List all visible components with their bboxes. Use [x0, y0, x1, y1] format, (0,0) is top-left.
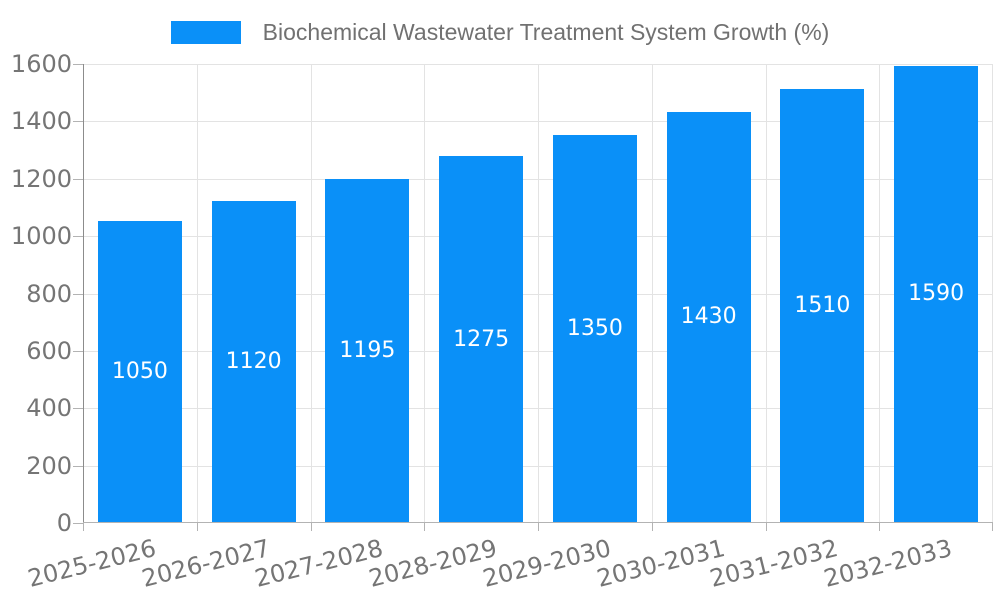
- bar[interactable]: 1590: [894, 65, 979, 522]
- bar[interactable]: 1120: [211, 200, 296, 522]
- x-tick: [879, 523, 881, 531]
- y-tick: [73, 236, 83, 238]
- vgridline: [538, 64, 539, 523]
- x-tick: [310, 523, 312, 531]
- bar-value-label: 1510: [794, 292, 851, 318]
- vgridline: [879, 64, 881, 523]
- y-tick-label: 1000: [10, 222, 72, 251]
- x-tick: [651, 523, 653, 531]
- x-tick: [424, 523, 426, 531]
- x-axis-line: [83, 522, 993, 523]
- y-tick: [73, 350, 83, 352]
- bar-value-label: 1120: [225, 348, 282, 374]
- y-tick-label: 800: [26, 279, 72, 308]
- bar[interactable]: 1275: [439, 156, 524, 522]
- y-tick-label: 1400: [10, 107, 72, 136]
- y-tick: [73, 178, 83, 180]
- y-tick-label: 600: [26, 336, 72, 365]
- vgridline: [310, 64, 312, 523]
- bar-value-label: 1590: [908, 281, 965, 307]
- vgridline: [765, 64, 767, 523]
- x-tick-label: 2026-2027: [138, 534, 273, 593]
- x-tick: [196, 523, 198, 531]
- y-tick: [73, 64, 83, 65]
- y-tick: [73, 465, 83, 467]
- x-tick-label: 2025-2026: [24, 534, 159, 593]
- x-tick: [83, 523, 84, 531]
- bar-value-label: 1050: [111, 358, 168, 384]
- bar-value-label: 1430: [680, 304, 737, 330]
- bar-value-label: 1195: [339, 338, 396, 364]
- y-tick-label: 400: [26, 394, 72, 423]
- y-tick: [73, 121, 83, 123]
- bar[interactable]: 1430: [666, 111, 751, 522]
- x-tick: [992, 523, 993, 531]
- x-tick-label: 2027-2028: [252, 534, 387, 593]
- vgridline: [424, 64, 426, 523]
- legend-swatch-icon: [170, 20, 241, 44]
- x-tick: [765, 523, 767, 531]
- x-tick-label: 2028-2029: [366, 534, 500, 593]
- bar-value-label: 1350: [566, 315, 623, 341]
- bar[interactable]: 1350: [552, 134, 637, 522]
- x-tick-label: 2032-2033: [821, 534, 955, 593]
- x-tick-label: 2031-2032: [707, 534, 842, 593]
- plot-area: 0 200 400 600 800 1000 1200 1400 1600 1050 1120 119…: [11, 50, 993, 593]
- bar[interactable]: 1195: [325, 179, 410, 522]
- vgridline: [992, 64, 993, 523]
- y-tick-label: 0: [56, 509, 72, 537]
- legend[interactable]: Biochemical Wastewater Treatment System …: [0, 19, 1000, 45]
- bar[interactable]: 1510: [780, 88, 865, 522]
- y-tick: [73, 523, 83, 524]
- x-tick-label: 2030-2031: [593, 534, 728, 593]
- vgridline: [196, 64, 198, 523]
- y-tick: [73, 293, 83, 295]
- y-tick-label: 200: [26, 451, 72, 480]
- legend-label: Biochemical Wastewater Treatment System …: [262, 18, 830, 45]
- y-tick-label: 1200: [10, 164, 72, 193]
- y-tick-label: 1600: [10, 50, 72, 78]
- y-axis-line: [83, 64, 84, 523]
- vgridline: [651, 64, 653, 523]
- y-tick: [73, 408, 83, 410]
- x-tick: [538, 523, 539, 531]
- x-tick-label: 2029-2030: [479, 534, 614, 593]
- bar[interactable]: 1050: [97, 220, 182, 522]
- bar-value-label: 1275: [453, 326, 510, 352]
